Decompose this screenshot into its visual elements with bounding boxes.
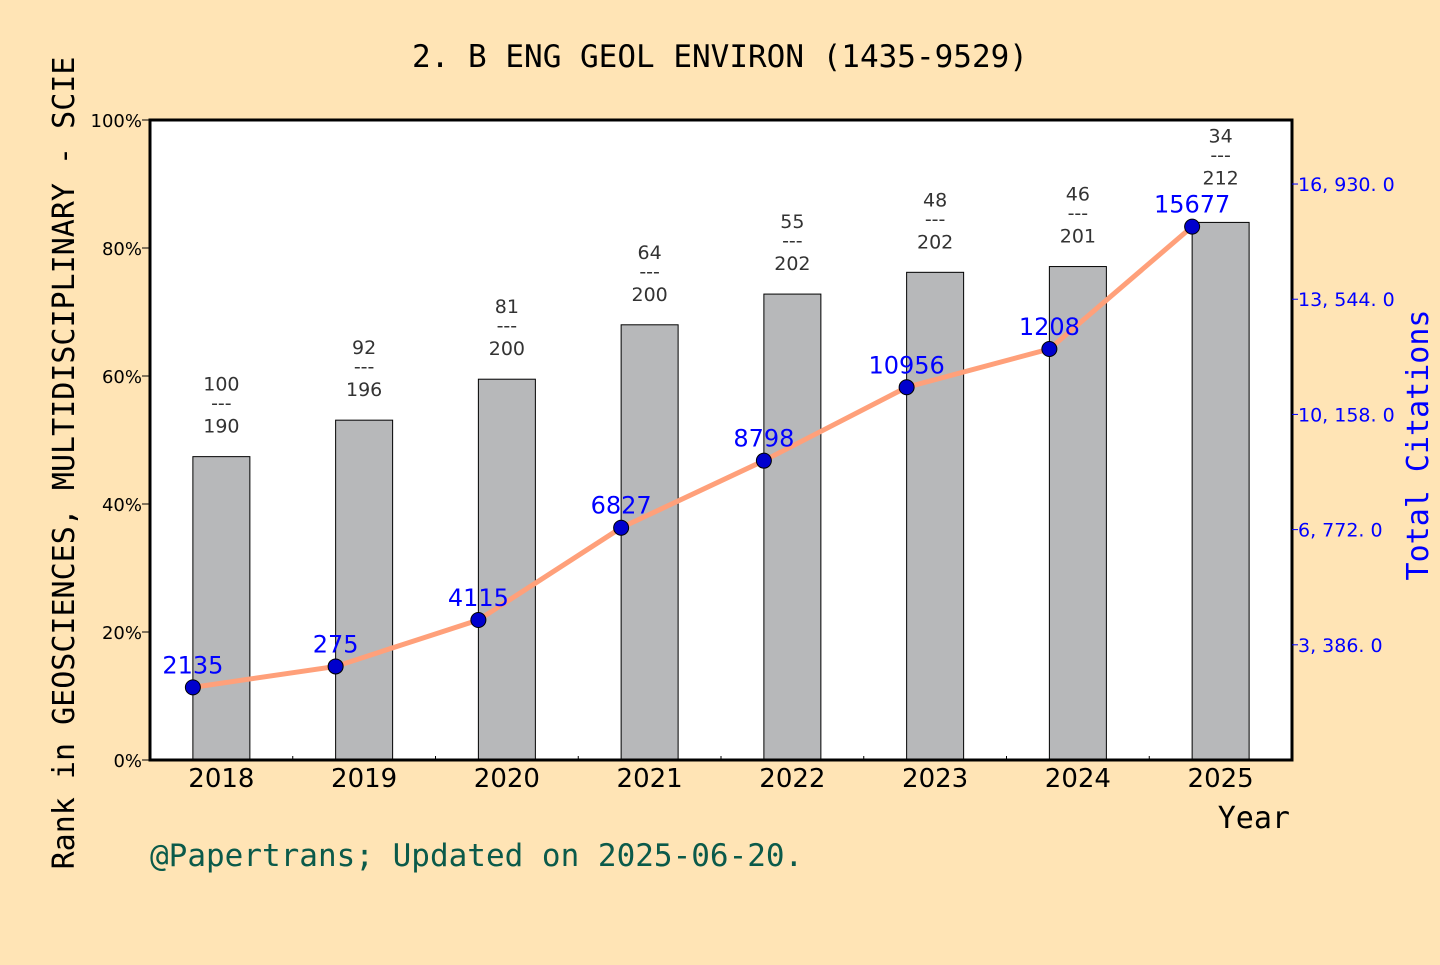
x-tick-label: 2018 <box>188 764 254 794</box>
rank-bar <box>906 271 965 761</box>
rank-separator: --- <box>782 230 803 252</box>
left-tick-label: 0% <box>113 751 142 772</box>
citations-label: 1208 <box>1019 313 1080 341</box>
citations-label: 275 <box>313 630 359 658</box>
rank-bar <box>335 419 394 761</box>
rank-bar <box>763 293 822 761</box>
rank-bar <box>1048 266 1107 761</box>
rank-label: 64 <box>638 242 662 264</box>
footer-credit: @Papertrans; Updated on 2025-06-20. <box>150 838 803 874</box>
rank-separator: --- <box>1210 145 1231 167</box>
rank-bar <box>1191 221 1250 761</box>
x-axis-label: Year <box>1218 801 1290 836</box>
x-tick-label: 2025 <box>1188 764 1254 794</box>
total-label: 202 <box>774 253 810 275</box>
citations-label: 2135 <box>162 651 223 679</box>
right-tick-label: 6, 772. 0 <box>1298 520 1383 542</box>
rank-label: 48 <box>923 189 947 211</box>
citations-point <box>755 452 772 469</box>
x-tick-label: 2022 <box>759 764 825 794</box>
citations-label: 15677 <box>1154 191 1230 219</box>
x-tick-label: 2020 <box>474 764 540 794</box>
rank-label: 46 <box>1066 184 1090 206</box>
rank-label: 34 <box>1209 126 1233 148</box>
rank-bar <box>620 324 679 761</box>
x-tick-label: 2021 <box>617 764 683 794</box>
citations-line <box>192 224 1194 690</box>
right-tick-label: 16, 930. 0 <box>1298 174 1395 196</box>
left-tick-label: 100% <box>91 111 142 132</box>
total-label: 202 <box>917 231 953 253</box>
x-tick-label: 2023 <box>902 764 968 794</box>
total-label: 200 <box>631 284 667 306</box>
citations-point <box>327 658 344 675</box>
left-tick-label: 20% <box>102 623 142 644</box>
citations-label: 4115 <box>448 584 509 612</box>
rank-separator: --- <box>211 393 232 415</box>
citations-point <box>898 379 915 396</box>
rank-label: 100 <box>203 374 239 396</box>
total-label: 196 <box>346 379 382 401</box>
rank-separator: --- <box>497 315 518 337</box>
total-label: 190 <box>203 416 239 438</box>
citations-point <box>470 612 487 629</box>
citations-point <box>1184 218 1201 235</box>
plot-area <box>150 120 1292 760</box>
left-tick-label: 40% <box>102 495 142 516</box>
rank-label: 81 <box>495 296 519 318</box>
rank-separator: --- <box>1068 203 1089 225</box>
rank-separator: --- <box>354 356 375 378</box>
right-tick-label: 3, 386. 0 <box>1298 635 1383 657</box>
rank-separator: --- <box>639 261 660 283</box>
rank-bar <box>192 456 251 761</box>
citations-label: 8798 <box>733 425 794 453</box>
left-axis-label: Rank in GEOSCIENCES, MULTIDISCIPLINARY -… <box>47 57 82 870</box>
left-tick-label: 60% <box>102 367 142 388</box>
citations-point <box>184 679 201 696</box>
chart-title: 2. B ENG GEOL ENVIRON (1435-9529) <box>412 39 1028 75</box>
rank-separator: --- <box>925 208 946 230</box>
citations-point <box>1041 341 1058 358</box>
right-tick-label: 13, 544. 0 <box>1298 289 1395 311</box>
right-tick-label: 10, 158. 0 <box>1298 404 1395 426</box>
total-label: 201 <box>1060 226 1096 248</box>
citations-label: 6827 <box>591 492 652 520</box>
total-label: 212 <box>1202 168 1238 190</box>
x-tick-label: 2024 <box>1045 764 1111 794</box>
rank-label: 92 <box>352 337 376 359</box>
total-label: 200 <box>489 338 525 360</box>
rank-bar <box>477 378 536 761</box>
citations-point <box>613 519 630 536</box>
rank-label: 55 <box>780 211 804 233</box>
x-tick-label: 2019 <box>331 764 397 794</box>
right-axis-label: Total Citations <box>1401 310 1436 581</box>
citations-label: 10956 <box>868 351 944 379</box>
left-tick-label: 80% <box>102 239 142 260</box>
